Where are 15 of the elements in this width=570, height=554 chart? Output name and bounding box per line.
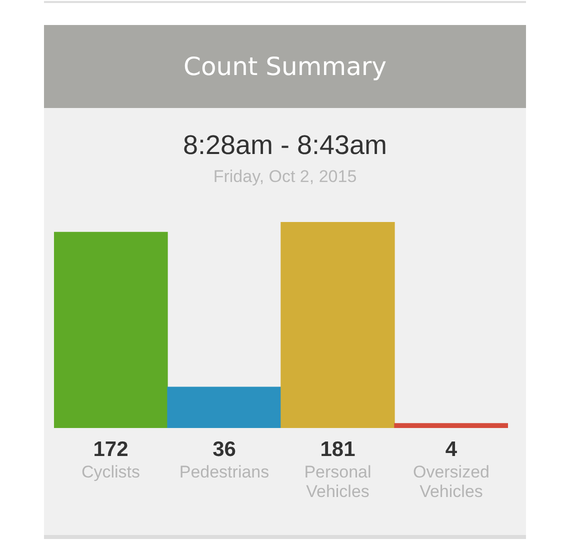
x-tick-label: Oversized Vehicles <box>412 462 490 502</box>
bar <box>280 222 395 428</box>
chart-title: Count Summary <box>183 52 386 81</box>
text: Friday, Oct 2, 2015 <box>213 167 357 186</box>
x-tick-label: Pedestrians <box>179 462 270 482</box>
bar <box>54 232 168 428</box>
x-tick-label: Cyclists <box>81 462 140 482</box>
x-tick-label: Personal Vehicles <box>304 462 372 502</box>
data-label: 172 <box>93 438 128 461</box>
bar <box>167 386 282 428</box>
data-label: 36 <box>212 438 236 461</box>
data-label: 181 <box>320 438 356 461</box>
bar <box>394 423 508 428</box>
data-label: 4 <box>445 438 458 461</box>
chart-subtitle: 8:28am - 8:43am <box>182 130 388 160</box>
